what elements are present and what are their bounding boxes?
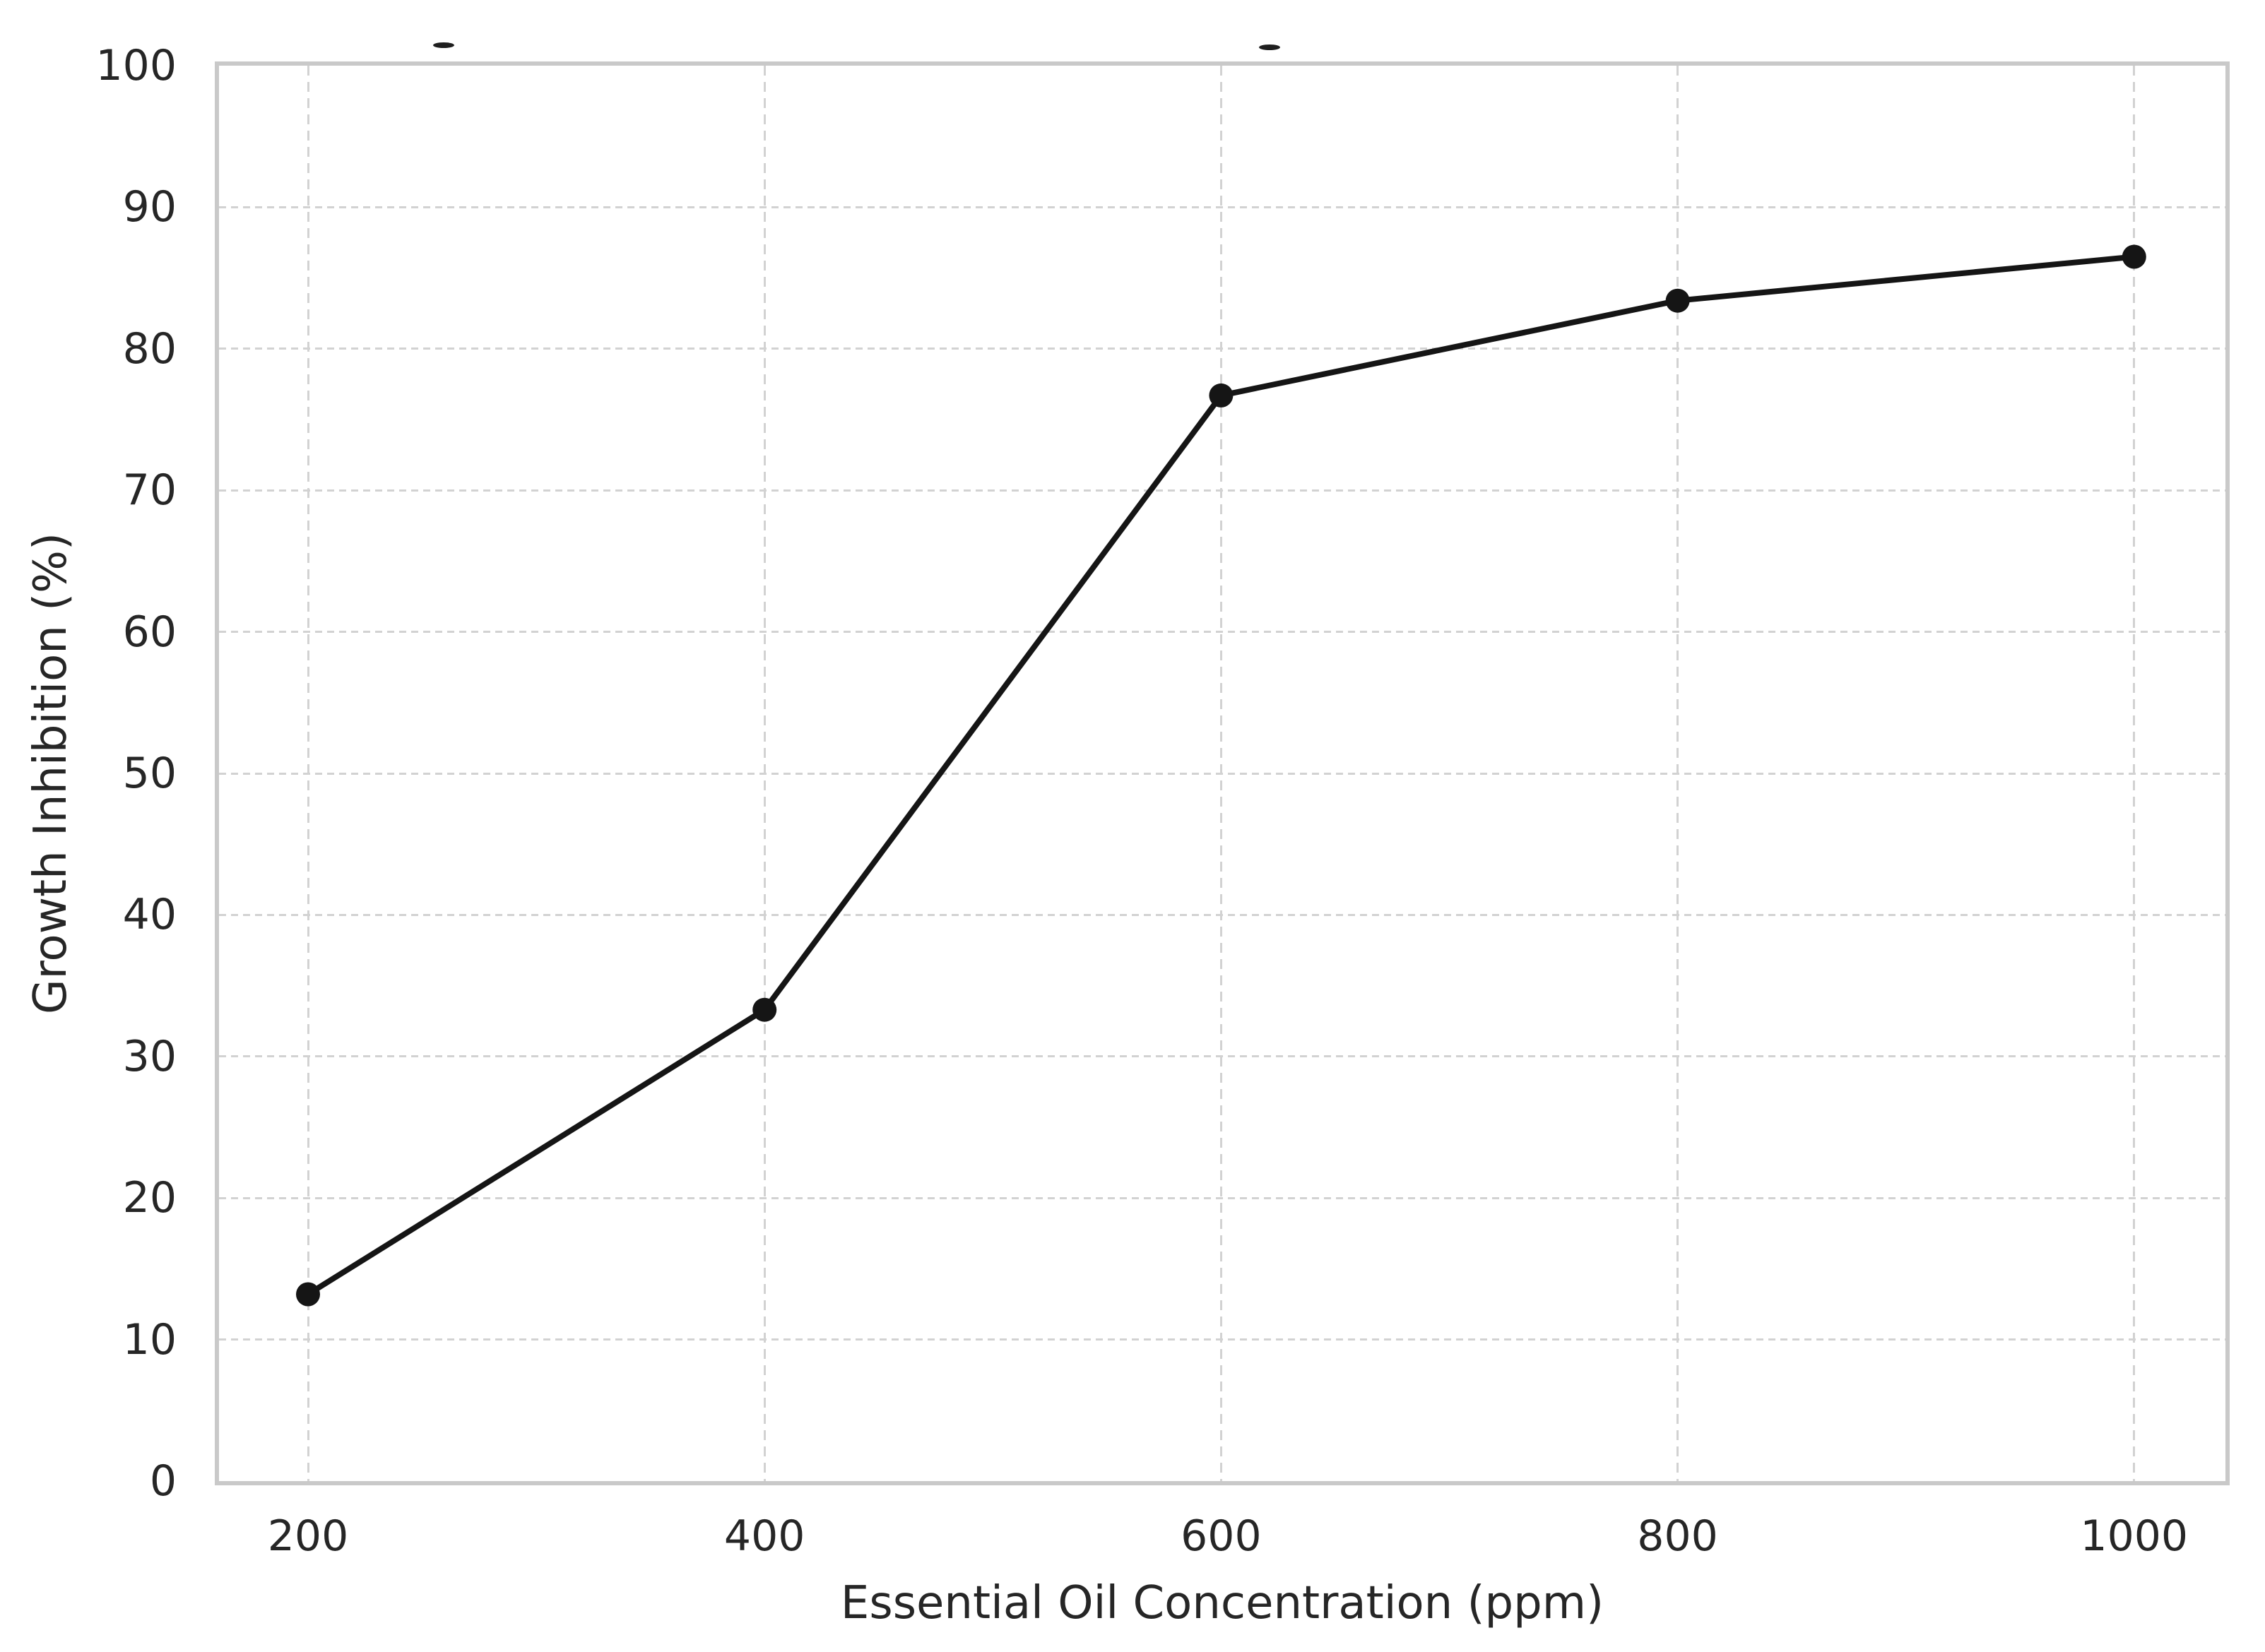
x-tick-label: 400 [723, 1511, 805, 1561]
gridline-horizontal [219, 631, 2225, 634]
data-point-marker [296, 1282, 320, 1307]
gridline-vertical [1676, 66, 1679, 1481]
x-tick-label: 1000 [2080, 1511, 2189, 1561]
cropped-title-remnant [433, 42, 454, 48]
y-tick-label: 60 [122, 607, 177, 657]
gridline-horizontal [219, 1055, 2225, 1058]
gridline-horizontal [219, 206, 2225, 208]
plot-area [215, 61, 2230, 1485]
gridline-horizontal [219, 489, 2225, 492]
gridline-vertical [307, 66, 309, 1481]
y-tick-label: 90 [122, 182, 177, 232]
x-tick-label: 800 [1637, 1511, 1718, 1561]
y-tick-label: 10 [122, 1314, 177, 1365]
y-tick-label: 50 [122, 749, 177, 798]
gridline-horizontal [219, 772, 2225, 775]
data-point-marker [752, 997, 777, 1022]
data-point-marker [1209, 383, 1234, 408]
cropped-title-remnant [1259, 44, 1280, 50]
gridline-vertical [763, 66, 766, 1481]
y-tick-label: 80 [122, 323, 177, 374]
y-tick-label: 0 [149, 1456, 177, 1506]
data-line [305, 254, 2137, 1297]
x-tick-label: 200 [267, 1511, 349, 1561]
y-tick-label: 30 [122, 1031, 177, 1081]
gridline-horizontal [219, 347, 2225, 350]
data-line-layer [296, 244, 2146, 1307]
y-tick-label: 100 [95, 41, 177, 90]
x-axis-label: Essential Oil Concentration (ppm) [840, 1577, 1604, 1629]
y-tick-label: 20 [122, 1173, 177, 1223]
gridline-vertical [1219, 66, 1222, 1481]
y-tick-label: 40 [122, 890, 177, 940]
x-tick-label: 600 [1181, 1511, 1262, 1561]
gridline-horizontal [219, 1338, 2225, 1341]
gridline-horizontal [219, 1196, 2225, 1199]
gridline-vertical [2133, 66, 2136, 1481]
data-point-marker [2122, 244, 2146, 269]
y-tick-label: 70 [122, 465, 177, 516]
gridline-horizontal [219, 913, 2225, 916]
data-point-marker [1665, 288, 1690, 313]
